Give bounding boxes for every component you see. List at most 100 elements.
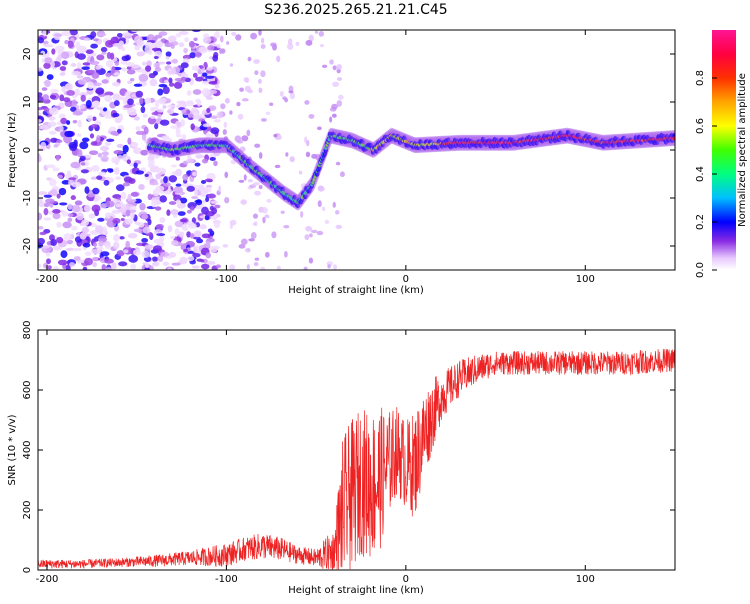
heatmap-speckle xyxy=(258,185,263,190)
heatmap-speckle xyxy=(70,161,81,169)
heatmap-speckle xyxy=(216,44,221,49)
heatmap-speckle xyxy=(195,154,206,158)
bottom-xlabel: Height of straight line (km) xyxy=(288,585,424,596)
heatmap-speckle xyxy=(90,31,97,39)
heatmap-speckle xyxy=(158,31,168,36)
heatmap-speckle xyxy=(130,263,137,270)
heatmap-speckle xyxy=(53,144,59,148)
heatmap-speckle xyxy=(260,118,267,122)
heatmap-speckle xyxy=(170,43,175,49)
heatmap-speckle xyxy=(185,101,195,107)
heatmap-speckle xyxy=(153,62,161,69)
heatmap-speckle xyxy=(121,55,130,62)
heatmap-speckle xyxy=(93,197,99,202)
heatmap-speckle xyxy=(186,185,195,192)
colorbar-tick-label: 0.4 xyxy=(695,166,706,182)
heatmap-speckle xyxy=(38,37,44,44)
heatmap-speckle xyxy=(145,65,152,72)
heatmap-speckle xyxy=(111,262,117,270)
heatmap-speckle xyxy=(254,143,261,148)
heatmap-speckle xyxy=(184,37,190,43)
heatmap-speckle xyxy=(112,209,119,214)
heatmap-speckle xyxy=(38,107,44,111)
heatmap-speckle xyxy=(276,265,281,270)
heatmap-speckle xyxy=(93,38,99,42)
heatmap-speckle xyxy=(96,134,101,143)
top-xtick-label: 100 xyxy=(576,274,595,285)
top-ytick-label: 0 xyxy=(22,147,33,153)
heatmap-speckle xyxy=(123,104,133,109)
heatmap-speckle xyxy=(131,142,139,148)
heatmap-speckle xyxy=(214,204,221,209)
heatmap-speckle xyxy=(44,44,54,48)
heatmap-speckle xyxy=(288,90,294,94)
heatmap-speckle xyxy=(148,159,155,166)
heatmap-speckle xyxy=(149,78,158,87)
heatmap-speckle xyxy=(45,258,51,265)
heatmap-speckle xyxy=(305,225,313,232)
heatmap-speckle xyxy=(166,104,176,108)
heatmap-speckle xyxy=(70,106,77,112)
heatmap-speckle xyxy=(168,35,177,43)
heatmap-speckle xyxy=(138,184,145,191)
heatmap-speckle xyxy=(181,134,187,140)
heatmap-speckle xyxy=(92,262,97,268)
heatmap-speckle xyxy=(178,30,189,36)
heatmap-speckle xyxy=(103,179,110,186)
heatmap-speckle xyxy=(106,138,115,142)
heatmap-speckle xyxy=(223,136,229,141)
heatmap-speckle xyxy=(183,222,188,230)
heatmap-speckle xyxy=(175,33,182,38)
heatmap-speckle xyxy=(62,97,71,103)
heatmap-speckle xyxy=(212,54,219,62)
heatmap-speckle xyxy=(79,92,88,97)
heatmap-speckle xyxy=(230,159,237,165)
heatmap-speckle xyxy=(155,173,162,180)
heatmap-speckle xyxy=(157,113,162,118)
heatmap-speckle xyxy=(168,201,177,205)
heatmap-speckle xyxy=(210,127,220,135)
heatmap-speckle xyxy=(81,66,91,70)
heatmap-speckle xyxy=(115,184,125,192)
snr-line xyxy=(38,348,675,570)
heatmap-speckle xyxy=(38,111,42,117)
heatmap-speckle xyxy=(153,55,159,60)
heatmap-speckle xyxy=(99,145,110,152)
heatmap-speckle xyxy=(194,230,201,238)
heatmap-speckle xyxy=(133,228,143,233)
heatmap-speckle xyxy=(133,83,143,87)
heatmap-speckle xyxy=(100,46,108,53)
heatmap-speckle xyxy=(38,92,43,97)
heatmap-speckle xyxy=(45,198,55,204)
heatmap-speckle xyxy=(215,264,221,269)
heatmap-speckle xyxy=(144,267,150,270)
heatmap-speckle xyxy=(271,231,277,239)
heatmap-speckle xyxy=(80,169,90,174)
heatmap-speckle xyxy=(241,238,248,245)
heatmap-speckle xyxy=(300,211,304,218)
heatmap-speckle xyxy=(247,179,254,183)
heatmap-speckle xyxy=(68,177,77,181)
heatmap-speckle xyxy=(254,70,259,76)
heatmap-speckle xyxy=(56,221,62,228)
heatmap-speckle xyxy=(155,99,160,108)
bottom-ylabel: SNR (10 * v/v) xyxy=(7,414,18,485)
heatmap-speckle xyxy=(127,80,133,85)
heatmap-speckle xyxy=(195,98,201,103)
heatmap-speckle xyxy=(92,187,100,195)
heatmap-speckle xyxy=(38,67,43,72)
heatmap-speckle xyxy=(216,111,224,119)
heatmap-speckle xyxy=(122,144,129,153)
heatmap-speckle xyxy=(235,34,242,41)
heatmap-speckle xyxy=(95,225,104,233)
top-xtick-label: -100 xyxy=(215,274,238,285)
heatmap-speckle xyxy=(52,167,60,172)
heatmap-speckle xyxy=(59,125,64,132)
heatmap-speckle xyxy=(149,106,159,112)
heatmap-speckle xyxy=(333,264,338,270)
heatmap-speckle xyxy=(62,221,72,229)
heatmap-speckle xyxy=(170,209,179,215)
heatmap-speckle xyxy=(132,249,142,256)
heatmap-speckle xyxy=(83,204,91,213)
heatmap-speckle xyxy=(207,228,213,233)
